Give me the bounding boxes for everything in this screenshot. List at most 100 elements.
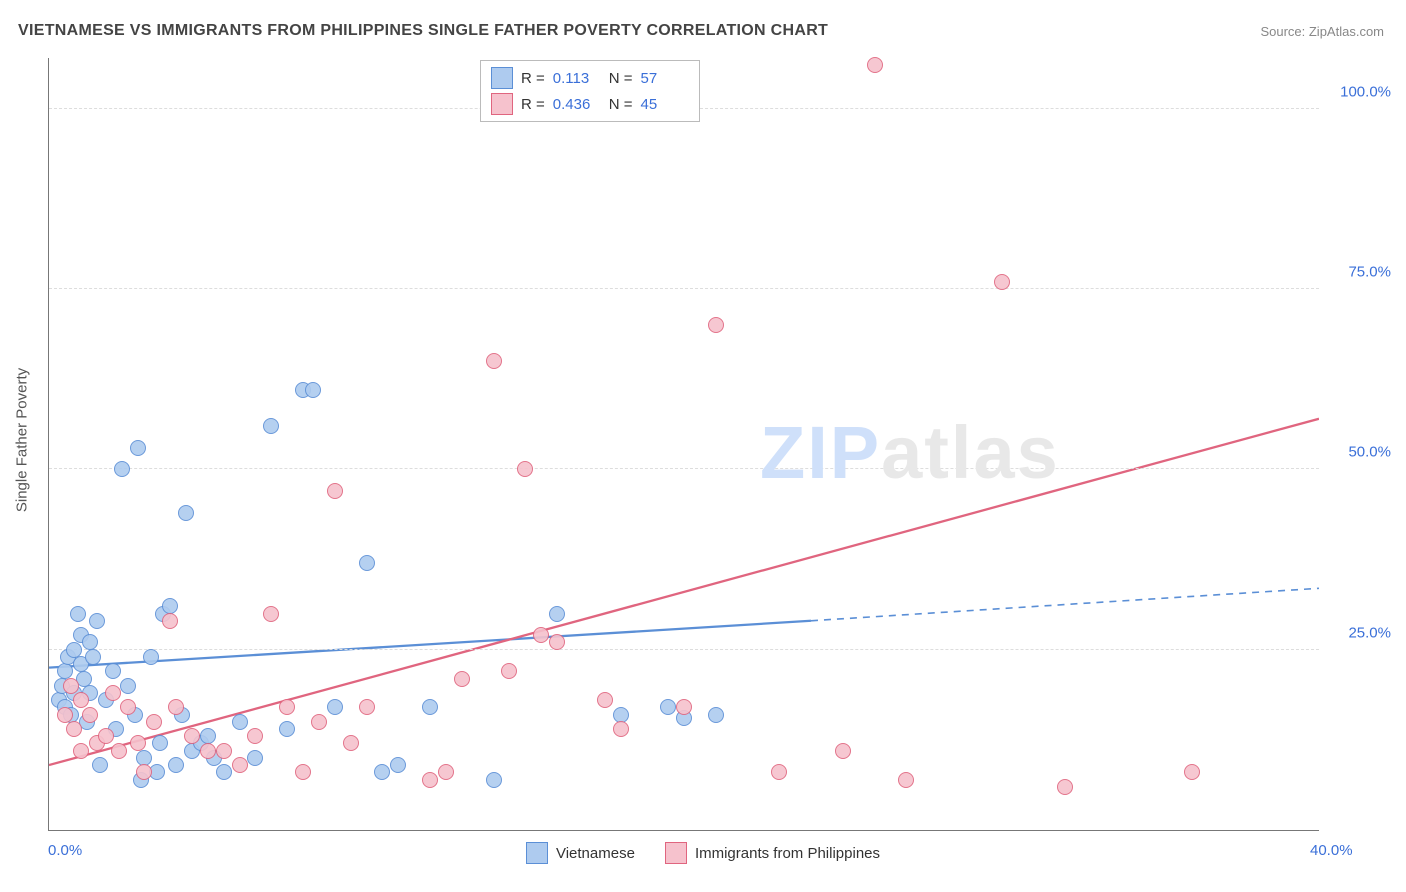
scatter-point bbox=[533, 627, 549, 643]
scatter-point bbox=[146, 714, 162, 730]
scatter-point bbox=[105, 685, 121, 701]
scatter-point bbox=[66, 721, 82, 737]
scatter-point bbox=[98, 728, 114, 744]
scatter-point bbox=[70, 606, 86, 622]
swatch-series-1 bbox=[491, 93, 513, 115]
scatter-point bbox=[143, 649, 159, 665]
legend-bottom-item-1: Immigrants from Philippines bbox=[665, 842, 880, 864]
scatter-point bbox=[178, 505, 194, 521]
scatter-point bbox=[517, 461, 533, 477]
scatter-point bbox=[162, 613, 178, 629]
legend-bottom-label-1: Immigrants from Philippines bbox=[695, 845, 880, 862]
y-tick-label: 75.0% bbox=[1327, 263, 1391, 280]
scatter-point bbox=[486, 772, 502, 788]
scatter-point bbox=[422, 699, 438, 715]
y-tick-label: 25.0% bbox=[1327, 624, 1391, 641]
scatter-point bbox=[454, 671, 470, 687]
scatter-point bbox=[184, 728, 200, 744]
x-tick-label: 0.0% bbox=[48, 842, 82, 859]
scatter-point bbox=[263, 606, 279, 622]
scatter-point bbox=[549, 634, 565, 650]
scatter-point bbox=[136, 764, 152, 780]
scatter-point bbox=[82, 634, 98, 650]
scatter-point bbox=[92, 757, 108, 773]
swatch-series-0 bbox=[491, 67, 513, 89]
legend-row-series-0: R = 0.113 N = 57 bbox=[481, 65, 699, 91]
y-tick-label: 100.0% bbox=[1327, 83, 1391, 100]
scatter-point bbox=[114, 461, 130, 477]
scatter-point bbox=[263, 418, 279, 434]
scatter-point bbox=[85, 649, 101, 665]
scatter-point bbox=[232, 757, 248, 773]
scatter-point bbox=[120, 678, 136, 694]
source-label: Source: ZipAtlas.com bbox=[1260, 24, 1384, 39]
legend-bottom: Vietnamese Immigrants from Philippines bbox=[0, 842, 1406, 864]
legend-n-label: N = bbox=[609, 96, 633, 113]
scatter-point bbox=[247, 750, 263, 766]
scatter-point bbox=[422, 772, 438, 788]
scatter-point bbox=[279, 721, 295, 737]
scatter-point bbox=[390, 757, 406, 773]
scatter-point bbox=[486, 353, 502, 369]
chart-title: VIETNAMESE VS IMMIGRANTS FROM PHILIPPINE… bbox=[18, 22, 828, 40]
scatter-point bbox=[359, 699, 375, 715]
swatch-bottom-1 bbox=[665, 842, 687, 864]
scatter-point bbox=[1057, 779, 1073, 795]
scatter-point bbox=[130, 440, 146, 456]
scatter-point bbox=[295, 764, 311, 780]
scatter-point bbox=[1184, 764, 1200, 780]
scatter-point bbox=[105, 663, 121, 679]
scatter-point bbox=[168, 757, 184, 773]
scatter-point bbox=[311, 714, 327, 730]
legend-n-value-0: 57 bbox=[641, 70, 689, 87]
scatter-point bbox=[63, 678, 79, 694]
plot-area: 25.0%50.0%75.0%100.0% bbox=[48, 58, 1319, 831]
legend-bottom-item-0: Vietnamese bbox=[526, 842, 635, 864]
legend-r-label: R = bbox=[521, 96, 545, 113]
scatter-point bbox=[327, 483, 343, 499]
legend-bottom-label-0: Vietnamese bbox=[556, 845, 635, 862]
scatter-point bbox=[708, 707, 724, 723]
swatch-bottom-0 bbox=[526, 842, 548, 864]
scatter-point bbox=[120, 699, 136, 715]
scatter-point bbox=[660, 699, 676, 715]
scatter-point bbox=[305, 382, 321, 398]
scatter-point bbox=[73, 692, 89, 708]
scatter-point bbox=[359, 555, 375, 571]
scatter-point bbox=[549, 606, 565, 622]
scatter-point bbox=[994, 274, 1010, 290]
scatter-point bbox=[867, 57, 883, 73]
scatter-point bbox=[597, 692, 613, 708]
scatter-point bbox=[111, 743, 127, 759]
scatter-point bbox=[57, 707, 73, 723]
scatter-point bbox=[247, 728, 263, 744]
scatter-point bbox=[343, 735, 359, 751]
x-tick-label: 40.0% bbox=[1310, 842, 1353, 859]
scatter-point bbox=[200, 743, 216, 759]
scatter-point bbox=[327, 699, 343, 715]
scatter-point bbox=[374, 764, 390, 780]
scatter-point bbox=[216, 743, 232, 759]
y-axis-title: Single Father Poverty bbox=[14, 368, 31, 512]
scatter-point bbox=[771, 764, 787, 780]
chart-container: VIETNAMESE VS IMMIGRANTS FROM PHILIPPINE… bbox=[0, 0, 1406, 892]
y-tick-label: 50.0% bbox=[1327, 444, 1391, 461]
legend-row-series-1: R = 0.436 N = 45 bbox=[481, 91, 699, 117]
scatter-point bbox=[438, 764, 454, 780]
scatter-point bbox=[152, 735, 168, 751]
scatter-point bbox=[835, 743, 851, 759]
scatter-point bbox=[216, 764, 232, 780]
scatter-point bbox=[501, 663, 517, 679]
scatter-point bbox=[613, 721, 629, 737]
scatter-point bbox=[130, 735, 146, 751]
legend-correlation-box: R = 0.113 N = 57 R = 0.436 N = 45 bbox=[480, 60, 700, 122]
legend-r-value-0: 0.113 bbox=[553, 70, 601, 87]
scatter-point bbox=[82, 707, 98, 723]
scatter-point bbox=[279, 699, 295, 715]
legend-r-value-1: 0.436 bbox=[553, 96, 601, 113]
scatter-point bbox=[898, 772, 914, 788]
scatter-point bbox=[676, 699, 692, 715]
scatter-point bbox=[168, 699, 184, 715]
legend-n-label: N = bbox=[609, 70, 633, 87]
scatter-point bbox=[232, 714, 248, 730]
